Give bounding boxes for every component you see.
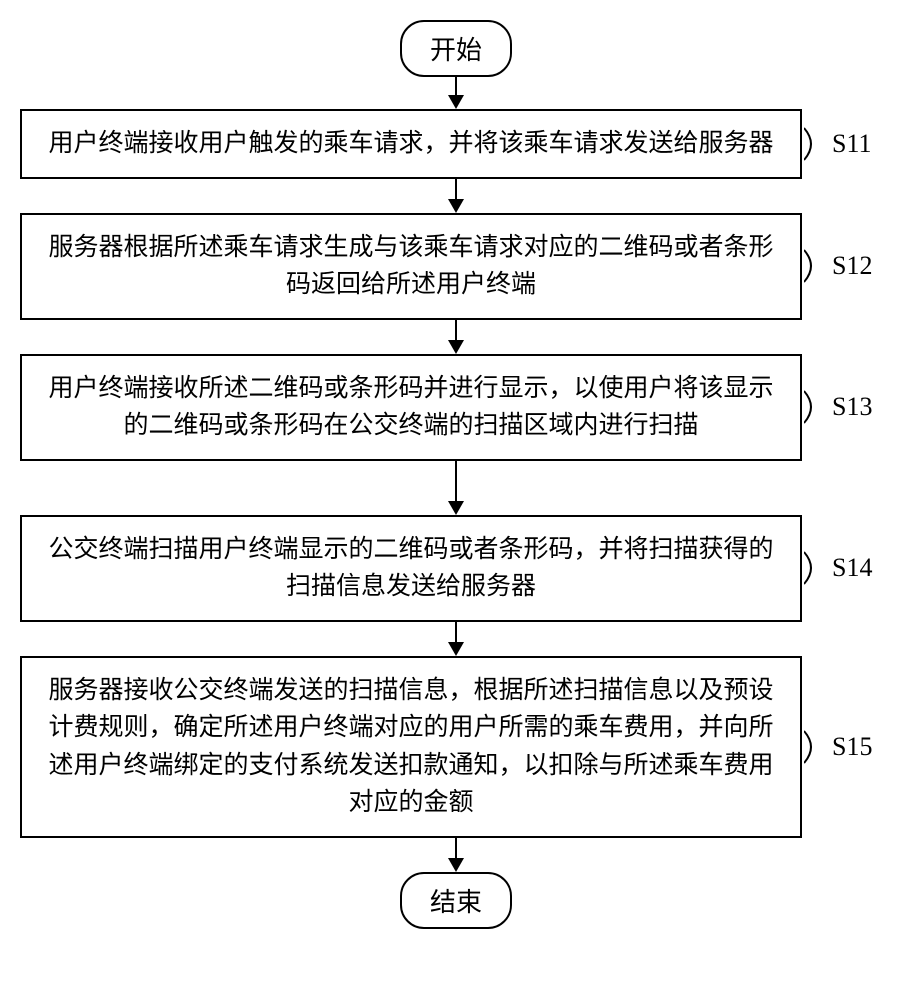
process-box: 用户终端接收所述二维码或条形码并进行显示，以使用户将该显示的二维码或条形码在公交…	[20, 354, 802, 461]
terminal-start: 开始	[400, 20, 512, 77]
step-s15: 服务器接收公交终端发送的扫描信息，根据所述扫描信息以及预设计费规则，确定所述用户…	[20, 656, 892, 838]
arrow	[448, 838, 464, 872]
curve-connector	[804, 124, 832, 164]
arrow	[448, 461, 464, 515]
step-text: 用户终端接收所述二维码或条形码并进行显示，以使用户将该显示的二维码或条形码在公交…	[48, 375, 773, 440]
step-s12: 服务器根据所述乘车请求生成与该乘车请求对应的二维码或者条形码返回给所述用户终端 …	[20, 213, 892, 320]
terminal-start-label: 开始	[430, 36, 482, 65]
step-label: S14	[832, 553, 872, 583]
curve-connector	[804, 246, 832, 286]
step-text: 服务器根据所述乘车请求生成与该乘车请求对应的二维码或者条形码返回给所述用户终端	[48, 234, 773, 299]
step-label-col: S15	[802, 727, 892, 767]
step-label-col: S14	[802, 548, 892, 588]
step-text: 用户终端接收用户触发的乘车请求，并将该乘车请求发送给服务器	[48, 130, 773, 157]
step-s11: 用户终端接收用户触发的乘车请求，并将该乘车请求发送给服务器 S11	[20, 109, 892, 179]
step-label: S15	[832, 732, 872, 762]
process-box: 服务器接收公交终端发送的扫描信息，根据所述扫描信息以及预设计费规则，确定所述用户…	[20, 656, 802, 838]
curve-connector	[804, 548, 832, 588]
step-label-col: S12	[802, 246, 892, 286]
arrow	[448, 622, 464, 656]
flowchart-container: 开始 用户终端接收用户触发的乘车请求，并将该乘车请求发送给服务器 S11 服务器…	[20, 20, 892, 929]
terminal-end-label: 结束	[430, 888, 482, 917]
step-label: S13	[832, 392, 872, 422]
arrow	[448, 320, 464, 354]
step-s14: 公交终端扫描用户终端显示的二维码或者条形码，并将扫描获得的扫描信息发送给服务器 …	[20, 515, 892, 622]
process-box: 公交终端扫描用户终端显示的二维码或者条形码，并将扫描获得的扫描信息发送给服务器	[20, 515, 802, 622]
step-label: S11	[832, 129, 872, 159]
step-label: S12	[832, 251, 872, 281]
step-label-col: S11	[802, 124, 892, 164]
terminal-end: 结束	[400, 872, 512, 929]
process-box: 用户终端接收用户触发的乘车请求，并将该乘车请求发送给服务器	[20, 109, 802, 179]
process-box: 服务器根据所述乘车请求生成与该乘车请求对应的二维码或者条形码返回给所述用户终端	[20, 213, 802, 320]
curve-connector	[804, 387, 832, 427]
step-s13: 用户终端接收所述二维码或条形码并进行显示，以使用户将该显示的二维码或条形码在公交…	[20, 354, 892, 461]
arrow	[448, 77, 464, 109]
step-text: 服务器接收公交终端发送的扫描信息，根据所述扫描信息以及预设计费规则，确定所述用户…	[48, 677, 773, 817]
arrow	[448, 179, 464, 213]
step-text: 公交终端扫描用户终端显示的二维码或者条形码，并将扫描获得的扫描信息发送给服务器	[48, 536, 773, 601]
curve-connector	[804, 727, 832, 767]
step-label-col: S13	[802, 387, 892, 427]
